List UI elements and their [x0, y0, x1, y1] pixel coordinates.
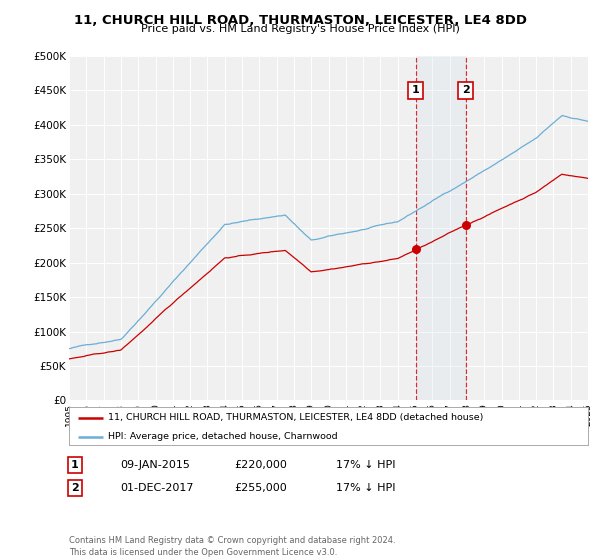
- Text: 17% ↓ HPI: 17% ↓ HPI: [336, 460, 395, 470]
- Text: 09-JAN-2015: 09-JAN-2015: [120, 460, 190, 470]
- Text: 01-DEC-2017: 01-DEC-2017: [120, 483, 193, 493]
- Text: HPI: Average price, detached house, Charnwood: HPI: Average price, detached house, Char…: [108, 432, 338, 441]
- Text: 11, CHURCH HILL ROAD, THURMASTON, LEICESTER, LE4 8DD (detached house): 11, CHURCH HILL ROAD, THURMASTON, LEICES…: [108, 413, 484, 422]
- Text: 2: 2: [461, 86, 469, 95]
- Bar: [416, 56, 466, 400]
- Text: 1: 1: [71, 460, 79, 470]
- Text: 1: 1: [412, 86, 419, 95]
- Text: Contains HM Land Registry data © Crown copyright and database right 2024.
This d: Contains HM Land Registry data © Crown c…: [69, 536, 395, 557]
- Point: [461, 220, 470, 229]
- Text: 11, CHURCH HILL ROAD, THURMASTON, LEICESTER, LE4 8DD: 11, CHURCH HILL ROAD, THURMASTON, LEICES…: [74, 14, 527, 27]
- Text: 17% ↓ HPI: 17% ↓ HPI: [336, 483, 395, 493]
- Text: £255,000: £255,000: [234, 483, 287, 493]
- Text: £220,000: £220,000: [234, 460, 287, 470]
- Point: [411, 244, 421, 253]
- Text: Price paid vs. HM Land Registry's House Price Index (HPI): Price paid vs. HM Land Registry's House …: [140, 24, 460, 34]
- Text: 2: 2: [71, 483, 79, 493]
